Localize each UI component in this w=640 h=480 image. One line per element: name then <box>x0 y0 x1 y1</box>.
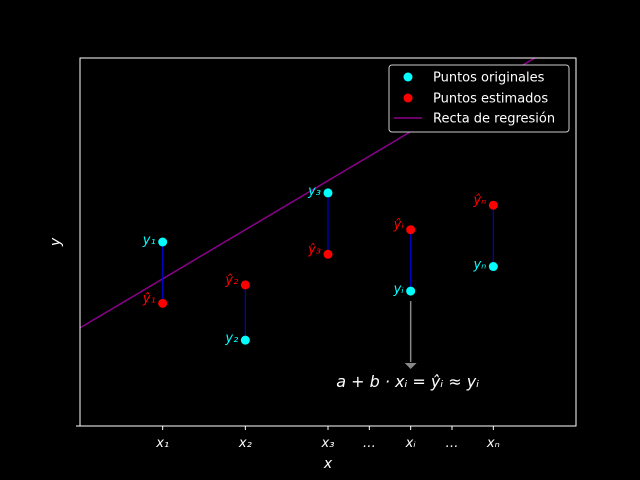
formula-annotation: a + b · xᵢ = ŷᵢ ≈ yᵢ <box>336 372 479 391</box>
x-tick-label: xₙ <box>486 436 500 451</box>
legend-label-line: Recta de regresión <box>433 112 555 127</box>
y-axis-label: y <box>48 237 64 247</box>
estimated-point <box>158 298 168 308</box>
original-point-label: yᵢ <box>393 282 405 297</box>
estimated-point <box>323 249 333 259</box>
original-point-label: y₂ <box>224 331 238 346</box>
estimated-point-label: ŷ₁ <box>142 291 156 306</box>
x-tick-label: … <box>363 436 376 451</box>
x-tick-label: … <box>446 436 459 451</box>
legend-marker-estimated <box>403 93 413 103</box>
estimated-point-label: ŷᵢ <box>393 218 405 233</box>
original-point <box>323 188 333 198</box>
estimated-point-label: ŷ₂ <box>224 273 238 288</box>
x-tick-label: x₂ <box>238 436 252 451</box>
original-point <box>158 237 168 247</box>
estimated-point <box>488 200 498 210</box>
x-tick-label: xᵢ <box>405 436 417 451</box>
legend-label-estimated: Puntos estimados <box>433 92 548 107</box>
legend-box <box>388 64 570 133</box>
annotation-arrow-head <box>404 363 417 369</box>
original-point <box>406 286 416 296</box>
original-point <box>240 335 250 345</box>
x-tick-label: x₁ <box>155 436 169 451</box>
original-point <box>488 262 498 272</box>
legend-label-original: Puntos originales <box>433 71 545 86</box>
x-tick-label: x₃ <box>321 436 335 451</box>
legend-marker-original <box>403 72 413 82</box>
estimated-point <box>406 225 416 235</box>
estimated-point-label: ŷₙ <box>472 193 486 208</box>
legend: Puntos originales Puntos estimados Recta d… <box>388 64 570 133</box>
estimated-point <box>240 280 250 290</box>
original-point-label: yₙ <box>472 258 486 273</box>
estimated-point-label: ŷ₃ <box>307 242 321 257</box>
original-point-label: y₃ <box>307 184 321 199</box>
original-point-label: y₁ <box>142 233 156 248</box>
x-axis-label: x <box>323 456 333 472</box>
